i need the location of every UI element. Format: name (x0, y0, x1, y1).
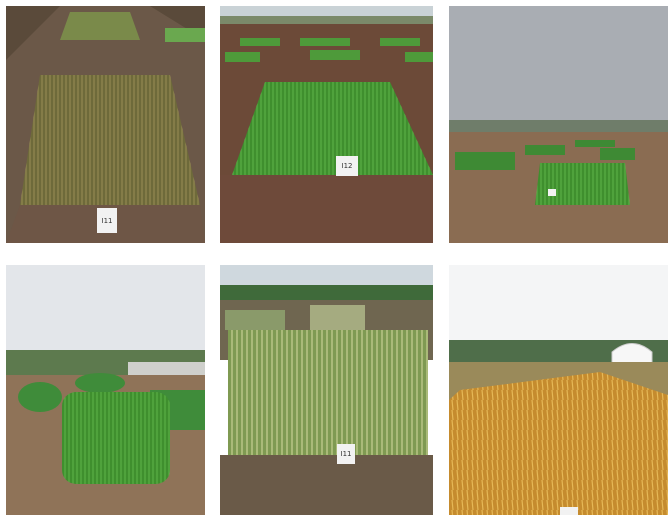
photo-5: I11 (220, 265, 433, 515)
photo-3 (449, 6, 668, 243)
photo-4 (6, 265, 205, 515)
plot-sign: I12 (342, 162, 353, 170)
photo-1: I11 (6, 6, 205, 243)
plot-sign: I11 (102, 217, 113, 225)
photo-2: I12 (220, 6, 433, 243)
plot-sign: I11 (341, 450, 352, 458)
photo-6 (449, 265, 668, 515)
